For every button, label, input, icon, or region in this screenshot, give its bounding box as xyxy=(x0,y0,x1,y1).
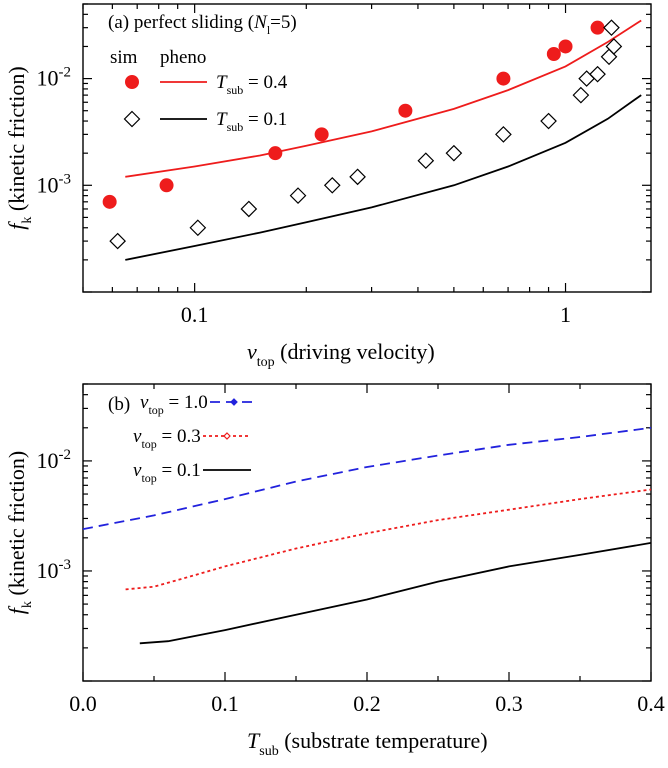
y-tick-label-base: 10 xyxy=(37,66,59,91)
y-axis-label: fk (kinetic friction) xyxy=(4,451,35,614)
sim-point xyxy=(240,200,258,218)
x-tick-label: 0.2 xyxy=(353,691,381,716)
panel-b-annotation: (b) xyxy=(108,394,130,415)
pheno-line-0 xyxy=(125,19,642,178)
y-axis-label-var: f xyxy=(4,221,29,230)
x-tick-label: 0.1 xyxy=(181,302,209,327)
x-axis-label: Tsub (substrate temperature) xyxy=(247,728,488,759)
y-axis-label-sub: k xyxy=(20,601,35,608)
series-line-2 xyxy=(139,542,652,645)
sim-point xyxy=(314,127,329,142)
legend-marker xyxy=(123,110,141,128)
panel-a-annotation-prefix: (a) perfect sliding ( xyxy=(108,12,254,33)
x-tick-label: 0.4 xyxy=(637,691,665,716)
legend-label-sub: top xyxy=(141,471,156,485)
sim-point xyxy=(572,86,590,104)
sim-point xyxy=(417,152,435,170)
x-axis-label-text: (substrate temperature) xyxy=(279,728,488,753)
x-axis-label-sub: top xyxy=(257,355,275,370)
sim-point xyxy=(323,176,341,194)
sim-point xyxy=(189,219,207,237)
sim-point xyxy=(605,38,623,55)
legend-label: vtop = 0.1 xyxy=(133,460,201,485)
y-tick-label-exp: -3 xyxy=(59,557,72,573)
legend-label-text: = 0.4 xyxy=(243,72,287,93)
legend-label-text: = 1.0 xyxy=(164,392,208,413)
legend-label-text: = 0.3 xyxy=(157,426,201,447)
pheno-line-1 xyxy=(125,94,642,261)
sim-point xyxy=(289,187,307,204)
sim-point xyxy=(102,194,117,209)
legend-label: Tsub = 0.4 xyxy=(216,72,288,97)
legend-marker xyxy=(223,432,231,440)
sim-point xyxy=(268,146,283,161)
legend-header-sim: sim xyxy=(110,47,138,68)
legend-marker xyxy=(230,398,238,406)
sim-point xyxy=(398,103,413,118)
sim-point xyxy=(603,19,620,37)
x-tick-label: 0.3 xyxy=(495,691,523,716)
sim-point xyxy=(349,168,366,186)
legend-label-sub: sub xyxy=(227,83,244,97)
x-axis-label-var: v xyxy=(247,339,257,364)
legend-marker xyxy=(125,75,139,89)
legend-label: vtop = 0.3 xyxy=(133,426,201,451)
legend-label-var: T xyxy=(216,72,228,93)
plot-frame xyxy=(82,3,652,293)
x-tick-label: 0.0 xyxy=(69,691,97,716)
y-tick-label-exp: -3 xyxy=(59,171,72,187)
y-tick-label-base: 10 xyxy=(37,448,59,473)
series-line-1 xyxy=(125,488,652,591)
panel-a-annotation-var: N xyxy=(253,12,268,33)
y-axis-label-sub: k xyxy=(20,217,35,224)
legend-label: vtop = 1.0 xyxy=(140,392,208,417)
y-axis-label-text: (kinetic friction) xyxy=(4,451,29,601)
sim-point xyxy=(540,112,557,130)
legend-label-text: = 0.1 xyxy=(243,109,287,130)
y-tick-label-exp: -2 xyxy=(59,447,72,463)
y-axis-label: fk (kinetic friction) xyxy=(4,66,35,229)
sim-point xyxy=(159,178,174,193)
y-axis-label-text: (kinetic friction) xyxy=(4,66,29,216)
series-line-0 xyxy=(82,426,652,530)
y-tick-label: 10-2 xyxy=(37,447,72,473)
legend-label: Tsub = 0.1 xyxy=(216,109,287,134)
x-axis-label-var: T xyxy=(247,728,261,753)
legend-label-var: v xyxy=(133,426,142,447)
legend-label-text: = 0.1 xyxy=(157,460,201,481)
legend-label-var: v xyxy=(140,392,149,413)
x-tick-label: 0.1 xyxy=(211,691,239,716)
legend-label-var: T xyxy=(216,109,228,130)
x-tick-label: 1 xyxy=(560,302,571,327)
sim-point xyxy=(445,144,463,162)
sim-point xyxy=(546,46,561,61)
panel-a-annotation-sub: l xyxy=(267,23,271,37)
sim-point xyxy=(590,20,605,35)
sim-point xyxy=(589,65,606,83)
sim-point xyxy=(109,232,126,250)
y-tick-label: 10-3 xyxy=(37,171,72,197)
x-axis-label: vtop (driving velocity) xyxy=(247,339,435,370)
legend-label-sub: top xyxy=(148,403,163,417)
sim-point xyxy=(495,126,512,143)
panel-a-annotation-text: =5) xyxy=(270,12,297,33)
y-tick-label-base: 10 xyxy=(37,172,59,197)
y-tick-label-base: 10 xyxy=(37,558,59,583)
x-axis-label-sub: sub xyxy=(259,744,278,759)
legend-label-sub: top xyxy=(141,437,156,451)
legend-label-var: v xyxy=(133,460,142,481)
y-axis-label-var: f xyxy=(4,605,29,614)
y-tick-label: 10-2 xyxy=(37,65,72,91)
panel-a-annotation: (a) perfect sliding (Nl=5) xyxy=(108,12,297,37)
sim-point xyxy=(496,71,511,86)
sim-point xyxy=(558,39,573,54)
y-tick-label: 10-3 xyxy=(37,557,72,583)
y-tick-label-exp: -2 xyxy=(59,65,72,81)
legend-label-sub: sub xyxy=(227,120,244,134)
x-axis-label-text: (driving velocity) xyxy=(275,339,435,364)
legend-header-pheno: pheno xyxy=(160,47,206,68)
